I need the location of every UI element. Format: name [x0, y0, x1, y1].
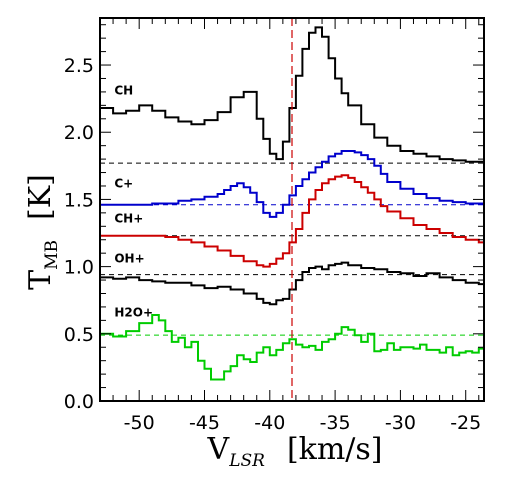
plot-frame: [99, 17, 485, 402]
series-labels: CH C+ CH+ OH+ H2O+: [114, 84, 153, 320]
series-line-oh: [100, 261, 485, 306]
x-axis-subscript: LSR: [228, 451, 265, 471]
series-label-ch: CH+: [114, 211, 143, 225]
axis-tick-labels: -50 -45 -40 -35 -30 -25 0.0 0.5 1.0 1.5 2.0 2.5: [64, 55, 481, 434]
x-axis-title: VLSR [km/s]: [207, 432, 383, 471]
series-label-c: C+: [114, 176, 133, 190]
series-line-h2o: [100, 314, 484, 381]
x-tick-label: -30: [385, 412, 416, 434]
x-tick-label: -45: [189, 412, 220, 434]
series-line-c: [100, 150, 484, 218]
x-axis-symbol: V: [207, 432, 231, 467]
x-tick-label: -35: [320, 412, 351, 434]
series-line-ch: [100, 26, 484, 163]
y-tick-label: 1.5: [64, 189, 94, 211]
series-label-ch: CH: [114, 84, 133, 98]
y-tick-label: 1.0: [64, 257, 94, 279]
x-tick-label: -50: [124, 412, 155, 434]
y-tick-label: 0.5: [64, 324, 94, 346]
x-tick-label: -40: [254, 412, 285, 434]
series-line-ch: [100, 174, 484, 268]
y-axis-symbol: T: [23, 270, 58, 290]
series-label-h2o: H2O+: [114, 305, 153, 319]
y-tick-label: 0.0: [64, 391, 94, 413]
y-axis-title: TMB [K]: [23, 174, 62, 290]
series-label-oh: OH+: [114, 252, 144, 266]
y-axis-units: [K]: [23, 174, 58, 220]
x-tick-label: -25: [450, 412, 481, 434]
y-tick-label: 2.0: [64, 122, 94, 144]
series-lines: [100, 26, 485, 381]
x-axis-units: [km/s]: [287, 432, 383, 467]
y-tick-label: 2.5: [64, 55, 94, 77]
y-axis-subscript: MB: [42, 240, 62, 270]
